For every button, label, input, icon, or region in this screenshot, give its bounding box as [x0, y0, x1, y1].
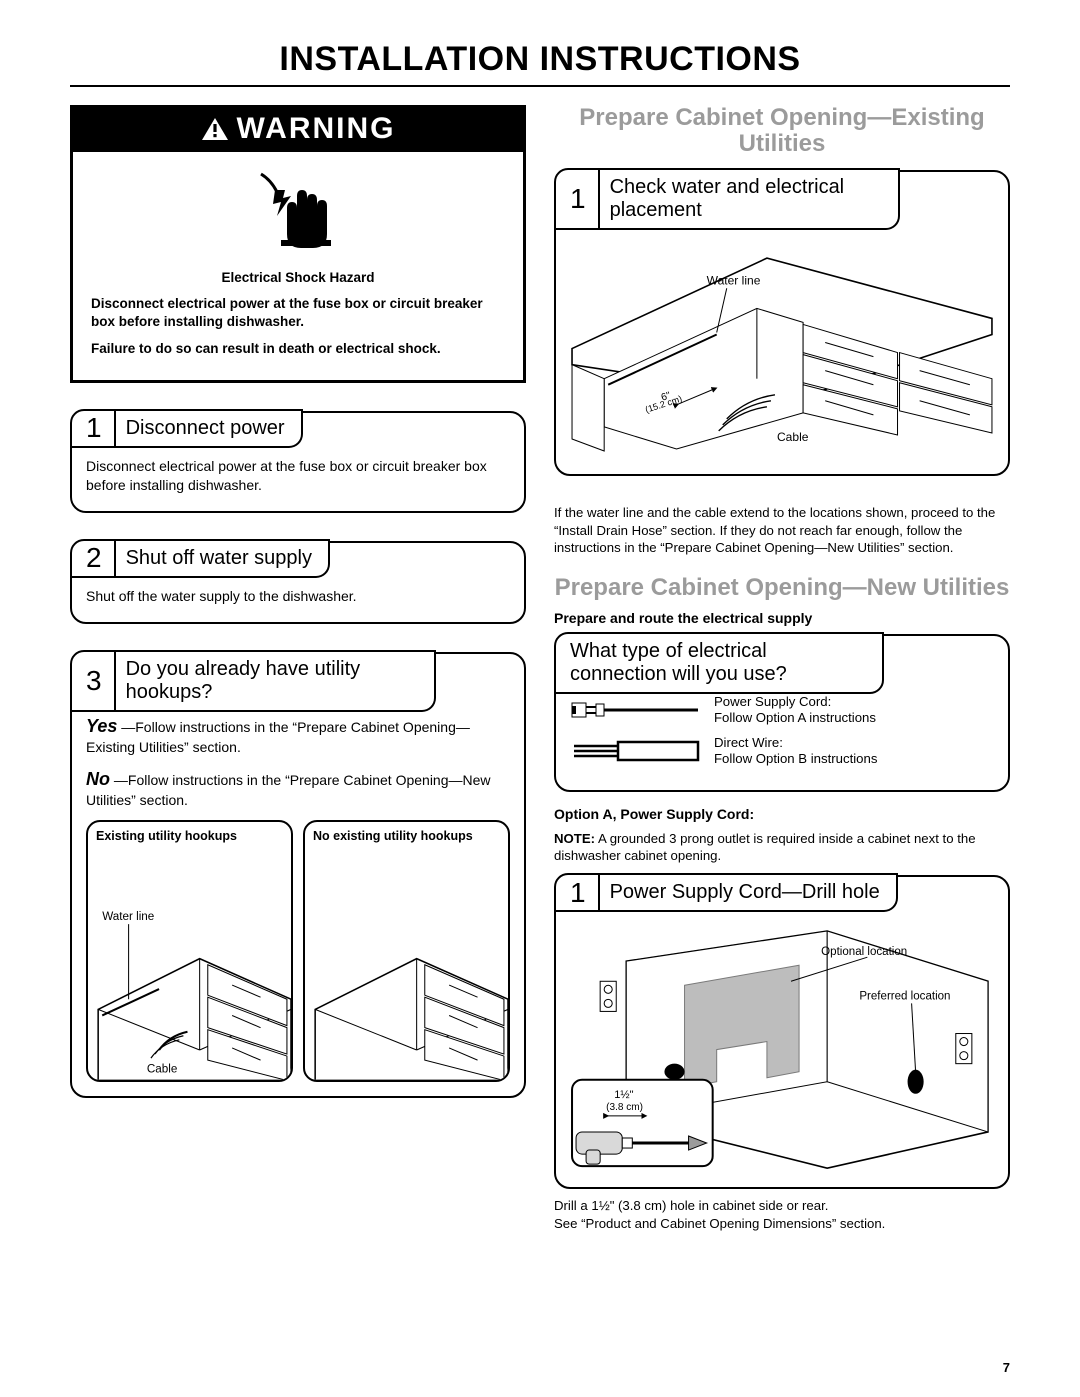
connection-question-panel: What type of electrical connection will … — [554, 634, 1010, 792]
label-optional: Optional location — [821, 946, 907, 958]
option-cord-row: Power Supply Cord: Follow Option A instr… — [570, 694, 994, 727]
opt1b: Follow Option A instructions — [714, 710, 876, 725]
option-a-note: NOTE: A grounded 3 prong outlet is requi… — [554, 830, 1010, 866]
page-title: INSTALLATION INSTRUCTIONS — [70, 40, 1010, 79]
step-2-title: Shut off water supply — [116, 539, 330, 578]
diag-b-caption: No existing utility hookups — [305, 822, 508, 847]
right-column: Prepare Cabinet Opening—Existing Utiliti… — [554, 105, 1010, 1233]
step-a1-number: 1 — [554, 168, 600, 230]
note-lead: NOTE: — [554, 831, 595, 846]
page-number: 7 — [1003, 1360, 1010, 1375]
step-1-body: Disconnect electrical power at the fuse … — [86, 457, 510, 495]
step-3-yes-line: Yes —Follow instructions in the “Prepare… — [86, 714, 510, 757]
warning-line-2: Failure to do so can result in death or … — [91, 340, 505, 358]
diagram-no-hookups: No existing utility hookups — [303, 820, 510, 1082]
step-a1-title: Check water and electrical placement — [600, 168, 900, 230]
title-rule — [70, 85, 1010, 87]
step-3-no-line: No —Follow instructions in the “Prepare … — [86, 767, 510, 810]
diag-a-caption: Existing utility hookups — [88, 822, 291, 847]
step-2-text: Shut off the water supply to the dishwas… — [86, 587, 510, 606]
step-b1-number: 1 — [554, 873, 600, 912]
opt2a: Direct Wire: — [714, 735, 783, 750]
warning-line-1: Disconnect electrical power at the fuse … — [91, 295, 505, 331]
label-preferred: Preferred location — [859, 991, 950, 1003]
step-b1-tab: 1 Power Supply Cord—Drill hole — [554, 873, 898, 912]
left-column: WARNING Electrical Shock Hazard Disconne… — [70, 105, 526, 1233]
step-3-tab: 3 Do you already have utility hookups? — [70, 650, 436, 712]
warning-header: WARNING — [73, 108, 523, 152]
connection-question-tab: What type of electrical connection will … — [554, 632, 884, 694]
label-water-b: Water line — [707, 273, 761, 287]
step-3-diagrams: Existing utility hookups — [86, 820, 510, 1082]
step-b1-title: Power Supply Cord—Drill hole — [600, 873, 898, 912]
drill-footer-b: See “Product and Cabinet Opening Dimensi… — [554, 1215, 1010, 1233]
step-2-tab: 2 Shut off water supply — [70, 539, 330, 578]
step-2-body: Shut off the water supply to the dishwas… — [86, 587, 510, 606]
step-2-number: 2 — [70, 539, 116, 578]
inset-dim-a: 1½" — [614, 1089, 633, 1101]
direct-wire-icon — [570, 739, 700, 763]
step-1-text: Disconnect electrical power at the fuse … — [86, 457, 510, 495]
option-directwire-row: Direct Wire: Follow Option B instruction… — [570, 735, 994, 768]
step-1-title: Disconnect power — [116, 409, 303, 448]
step-a1-tab: 1 Check water and electrical placement — [554, 168, 900, 230]
plug-cord-icon — [570, 698, 700, 722]
step-3-title: Do you already have utility hookups? — [116, 650, 436, 712]
diagram-check-placement: Water line Cable 6" (15.2 cm) — [566, 228, 998, 459]
no-emph: No — [86, 769, 110, 789]
step-1-tab: 1 Disconnect power — [70, 409, 303, 448]
yes-body: —Follow instructions in the “Prepare Cab… — [86, 719, 470, 755]
label-cable-b: Cable — [777, 430, 809, 444]
warning-triangle-icon — [201, 117, 229, 141]
step-3-panel: 3 Do you already have utility hookups? Y… — [70, 652, 526, 1099]
step-1-number: 1 — [70, 409, 116, 448]
step-b1-panel: 1 Power Supply Cord—Drill hole — [554, 875, 1010, 1189]
label-water-a: Water line — [102, 910, 154, 923]
section-a-paragraph: If the water line and the cable extend t… — [554, 504, 1010, 557]
step-1-panel: 1 Disconnect power Disconnect electrical… — [70, 411, 526, 513]
step-a1-panel: 1 Check water and electrical placement — [554, 170, 1010, 476]
yes-emph: Yes — [86, 716, 117, 736]
option-directwire-label: Direct Wire: Follow Option B instruction… — [714, 735, 877, 768]
opt1a: Power Supply Cord: — [714, 694, 831, 709]
opt2b: Follow Option B instructions — [714, 751, 877, 766]
diagram-drill-hole: Optional location Preferred location 1½"… — [566, 921, 998, 1172]
section-b-sub: Prepare and route the electrical supply — [554, 610, 1010, 626]
two-column-layout: WARNING Electrical Shock Hazard Disconne… — [70, 105, 1010, 1233]
option-cord-label: Power Supply Cord: Follow Option A instr… — [714, 694, 876, 727]
hazard-title: Electrical Shock Hazard — [91, 269, 505, 287]
drill-footer-a: Drill a 1½" (3.8 cm) hole in cabinet sid… — [554, 1197, 1010, 1215]
option-a-heading: Option A, Power Supply Cord: — [554, 806, 1010, 822]
note-body: A grounded 3 prong outlet is required in… — [554, 831, 976, 864]
step-2-panel: 2 Shut off water supply Shut off the wat… — [70, 541, 526, 624]
label-cable-a: Cable — [147, 1062, 177, 1075]
step-3-body: Yes —Follow instructions in the “Prepare… — [86, 714, 510, 1083]
shock-hand-icon — [73, 152, 523, 263]
warning-box: WARNING Electrical Shock Hazard Disconne… — [70, 105, 526, 383]
no-body: —Follow instructions in the “Prepare Cab… — [86, 772, 491, 808]
inset-dim-b: (3.8 cm) — [606, 1102, 643, 1113]
section-a-title: Prepare Cabinet Opening—Existing Utiliti… — [554, 105, 1010, 158]
section-b-title: Prepare Cabinet Opening—New Utilities — [554, 575, 1010, 601]
diagram-existing-hookups: Existing utility hookups — [86, 820, 293, 1082]
warning-text: Electrical Shock Hazard Disconnect elect… — [73, 263, 523, 380]
warning-header-text: WARNING — [237, 112, 396, 146]
step-3-number: 3 — [70, 650, 116, 712]
